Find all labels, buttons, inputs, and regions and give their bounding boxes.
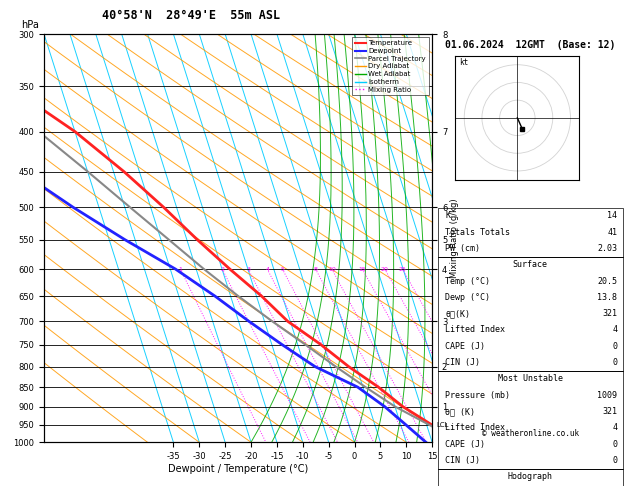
Text: Temp (°C): Temp (°C) <box>445 277 490 285</box>
Text: 41: 41 <box>607 227 617 237</box>
Text: Surface: Surface <box>513 260 548 269</box>
Text: Totals Totals: Totals Totals <box>445 227 510 237</box>
Text: 25: 25 <box>399 266 406 272</box>
Text: CAPE (J): CAPE (J) <box>445 342 486 351</box>
Text: 2.03: 2.03 <box>597 244 617 253</box>
Text: © weatheronline.co.uk: © weatheronline.co.uk <box>482 429 579 438</box>
Text: 3: 3 <box>246 266 250 272</box>
Text: Lifted Index: Lifted Index <box>445 326 505 334</box>
Text: 13.8: 13.8 <box>597 293 617 302</box>
Text: 0: 0 <box>612 456 617 465</box>
Text: Dewp (°C): Dewp (°C) <box>445 293 490 302</box>
Text: LCL: LCL <box>437 422 449 428</box>
Text: θᴄ (K): θᴄ (K) <box>445 407 476 416</box>
Text: Lifted Index: Lifted Index <box>445 423 505 433</box>
Text: hPa: hPa <box>21 20 38 30</box>
X-axis label: Dewpoint / Temperature (°C): Dewpoint / Temperature (°C) <box>168 464 308 474</box>
Text: 8: 8 <box>314 266 318 272</box>
Text: 40°58'N  28°49'E  55m ASL: 40°58'N 28°49'E 55m ASL <box>103 9 281 22</box>
Y-axis label: Mixing Ratio (g/kg): Mixing Ratio (g/kg) <box>450 198 459 278</box>
Text: CIN (J): CIN (J) <box>445 456 481 465</box>
Text: 0: 0 <box>612 342 617 351</box>
Legend: Temperature, Dewpoint, Parcel Trajectory, Dry Adiabat, Wet Adiabat, Isotherm, Mi: Temperature, Dewpoint, Parcel Trajectory… <box>352 37 429 95</box>
Text: CIN (J): CIN (J) <box>445 358 481 367</box>
Text: 1009: 1009 <box>597 391 617 400</box>
Text: 20.5: 20.5 <box>597 277 617 285</box>
Text: Most Unstable: Most Unstable <box>498 375 563 383</box>
Text: 15: 15 <box>359 266 366 272</box>
Text: 4: 4 <box>265 266 269 272</box>
Text: 0: 0 <box>612 440 617 449</box>
Text: 5: 5 <box>281 266 284 272</box>
Text: CAPE (J): CAPE (J) <box>445 440 486 449</box>
Text: 2: 2 <box>220 266 225 272</box>
Text: 0: 0 <box>612 358 617 367</box>
Text: 1: 1 <box>179 266 182 272</box>
Text: θᴄ(K): θᴄ(K) <box>445 309 470 318</box>
Text: K: K <box>445 211 450 220</box>
Text: Hodograph: Hodograph <box>508 472 553 482</box>
Text: 321: 321 <box>602 407 617 416</box>
Text: 20: 20 <box>381 266 389 272</box>
Text: Pressure (mb): Pressure (mb) <box>445 391 510 400</box>
Text: 10: 10 <box>328 266 336 272</box>
Text: 01.06.2024  12GMT  (Base: 12): 01.06.2024 12GMT (Base: 12) <box>445 40 616 50</box>
Text: 321: 321 <box>602 309 617 318</box>
Text: 4: 4 <box>612 326 617 334</box>
Text: 4: 4 <box>612 423 617 433</box>
Text: 14: 14 <box>607 211 617 220</box>
Text: PW (cm): PW (cm) <box>445 244 481 253</box>
Text: kt: kt <box>459 58 468 67</box>
